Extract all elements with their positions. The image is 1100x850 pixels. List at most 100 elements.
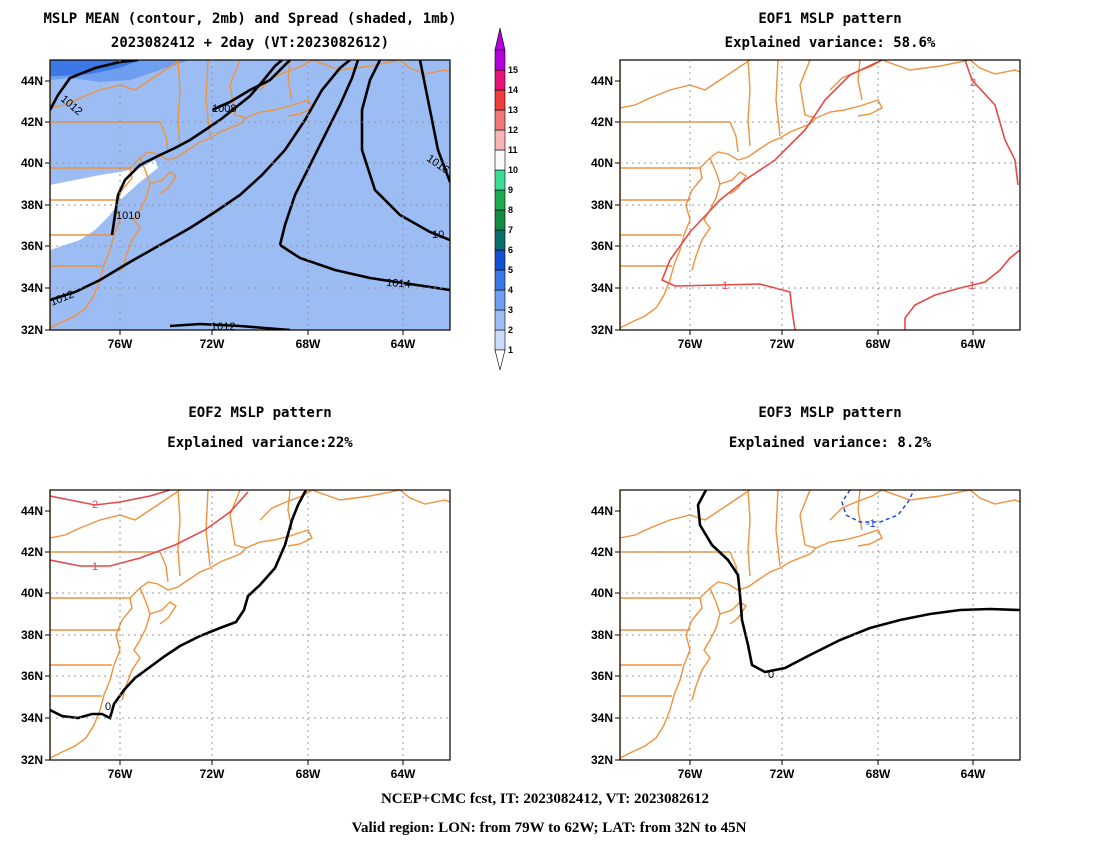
- lat-tick-label: 34N: [21, 711, 43, 725]
- colorbar-label: 1: [508, 345, 513, 355]
- lat-tick-label: 44N: [21, 74, 43, 88]
- footer-valid-region: Valid region: LON: from 79W to 62W; LAT:…: [352, 820, 747, 836]
- colorbar-swatch: [494, 329, 506, 351]
- axis-labels: 76W 72W 68W 64W 44N 42N 40N 38N 36N 34N 32N 76W 72W 6…: [21, 74, 986, 781]
- contour-label: 0: [768, 669, 774, 681]
- lon-tick-label: 64W: [391, 767, 416, 781]
- panel-eof1: EOF1 MSLP pattern Explained variance: 58…: [619, 11, 1021, 331]
- lat-tick-label: 34N: [591, 711, 613, 725]
- panel-mean-subtitle: 2023082412 + 2day (VT:2023082612): [111, 35, 389, 51]
- lat-tick-label: 40N: [21, 156, 43, 170]
- lon-tick-label: 72W: [200, 767, 225, 781]
- eof2-positive-contours: [50, 490, 249, 567]
- panel-eof1-frame: [619, 59, 1021, 331]
- colorbar-bottom-arrow: [494, 349, 506, 371]
- panel-eof2: EOF2 MSLP pattern Explained variance:22%…: [49, 405, 451, 761]
- gridlines: [50, 60, 1020, 760]
- eof2-zero-contour: [50, 490, 308, 720]
- contour-label: -1: [866, 518, 876, 530]
- lon-tick-label: 72W: [200, 337, 225, 351]
- colorbar-swatch: [494, 169, 506, 191]
- panel-mean: MSLP MEAN (contour, 2mb) and Spread (sha…: [43, 11, 457, 333]
- colorbar-label: 8: [508, 205, 513, 215]
- coastline-eof3: [620, 490, 1020, 760]
- panel-eof1-subtitle: Explained variance: 58.6%: [725, 35, 936, 51]
- lat-tick-label: 38N: [591, 628, 613, 642]
- colorbar-label: 6: [508, 245, 513, 255]
- mslp-mean-contours: [50, 60, 450, 330]
- colorbar-label: 11: [508, 145, 518, 155]
- lat-tick-label: 42N: [591, 545, 613, 559]
- lon-tick-label: 68W: [296, 337, 321, 351]
- colorbar-swatch: [494, 189, 506, 211]
- colorbar-swatch: [494, 149, 506, 171]
- panel-mean-title: MSLP MEAN (contour, 2mb) and Spread (sha…: [43, 11, 456, 27]
- panel-eof3: EOF3 MSLP pattern Explained variance: 8.…: [619, 405, 1021, 761]
- lon-tick-label: 64W: [391, 337, 416, 351]
- colorbar-label: 9: [508, 185, 513, 195]
- eof2-contour-labels: 2 1 0: [92, 499, 111, 713]
- contour-label: 1: [722, 280, 728, 292]
- colorbar-label: 15: [508, 65, 518, 75]
- lat-tick-label: 32N: [21, 753, 43, 767]
- contour-label: 2: [970, 77, 976, 89]
- colorbar-label: 7: [508, 225, 513, 235]
- colorbar-label: 5: [508, 265, 513, 275]
- colorbar-swatch: [494, 89, 506, 111]
- lat-tick-label: 40N: [21, 586, 43, 600]
- colorbar-swatch: [494, 309, 506, 331]
- lon-tick-label: 76W: [108, 337, 133, 351]
- lat-tick-label: 32N: [591, 323, 613, 337]
- colorbar-label: 10: [508, 165, 518, 175]
- contour-label: 10: [432, 229, 444, 241]
- colorbar-top-arrow: [494, 27, 506, 51]
- panel-eof3-title: EOF3 MSLP pattern: [758, 405, 901, 421]
- colorbar-swatch: [494, 129, 506, 151]
- lat-tick-label: 34N: [591, 281, 613, 295]
- contour-label: 1014: [386, 277, 411, 291]
- contour-label: 1: [92, 561, 98, 573]
- lon-tick-label: 64W: [961, 767, 986, 781]
- colorbar-swatch: [494, 229, 506, 251]
- colorbar-label: 12: [508, 125, 518, 135]
- contour-label: 0: [105, 701, 111, 713]
- lat-tick-label: 44N: [591, 504, 613, 518]
- lat-tick-label: 36N: [21, 239, 43, 253]
- lon-tick-label: 76W: [108, 767, 133, 781]
- colorbar-label: 13: [508, 105, 518, 115]
- lat-tick-label: 40N: [591, 586, 613, 600]
- lat-tick-label: 42N: [21, 115, 43, 129]
- contour-label: 1010: [116, 210, 140, 222]
- eof1-contour-labels: 2 1 1: [722, 77, 976, 292]
- colorbar-swatch: [494, 249, 506, 271]
- coastline-eof2: [50, 490, 450, 760]
- colorbar-label: 4: [508, 285, 513, 295]
- lat-tick-label: 44N: [591, 74, 613, 88]
- lon-tick-label: 72W: [770, 767, 795, 781]
- lon-tick-label: 64W: [961, 337, 986, 351]
- lat-tick-label: 36N: [591, 669, 613, 683]
- lat-tick-label: 36N: [21, 669, 43, 683]
- lat-tick-label: 38N: [21, 628, 43, 642]
- lon-tick-label: 68W: [866, 767, 891, 781]
- panel-eof2-title: EOF2 MSLP pattern: [188, 405, 331, 421]
- contour-label: 1012: [211, 321, 235, 333]
- lon-tick-label: 76W: [678, 767, 703, 781]
- lat-tick-label: 32N: [591, 753, 613, 767]
- panel-eof3-subtitle: Explained variance: 8.2%: [729, 435, 932, 451]
- panel-eof3-frame: [619, 489, 1021, 761]
- lon-tick-label: 68W: [296, 767, 321, 781]
- lat-tick-label: 38N: [591, 198, 613, 212]
- lat-tick-label: 36N: [591, 239, 613, 253]
- lat-tick-label: 34N: [21, 281, 43, 295]
- eof3-negative-contour: [841, 490, 915, 523]
- contour-label: 1008: [212, 103, 236, 115]
- colorbar-swatch: [494, 269, 506, 291]
- panel-eof2-frame: [49, 489, 451, 761]
- lat-tick-label: 40N: [591, 156, 613, 170]
- colorbar-swatch: [494, 109, 506, 131]
- colorbar-swatch: [494, 49, 506, 71]
- panel-eof2-subtitle: Explained variance:22%: [167, 435, 353, 451]
